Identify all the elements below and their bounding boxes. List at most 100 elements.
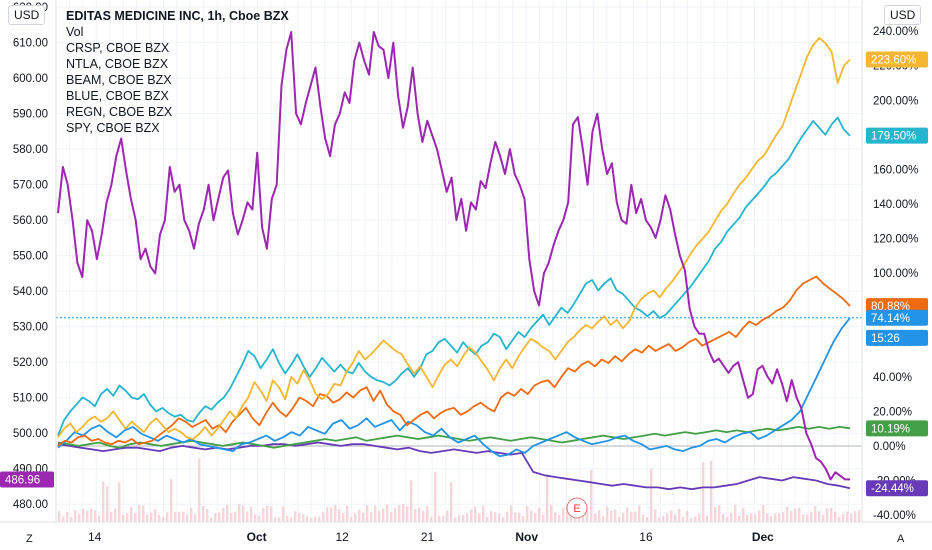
volume-bar xyxy=(402,504,405,522)
legend-item[interactable]: BLUE, CBOE BZX xyxy=(66,89,169,103)
volume-bar xyxy=(210,517,213,522)
right-currency-badge[interactable]: USD xyxy=(884,5,922,25)
series-line-ntla xyxy=(57,116,851,436)
gridlines xyxy=(55,0,862,522)
volume-bar xyxy=(538,507,541,522)
volume-bar xyxy=(222,507,225,522)
volume-bar xyxy=(82,508,85,522)
volume-bar xyxy=(142,505,145,522)
volume-bar xyxy=(470,509,473,522)
volume-bar xyxy=(302,513,305,522)
volume-bar xyxy=(378,511,381,522)
left-axis[interactable]: 620.00610.00600.00590.00580.00570.00560.… xyxy=(13,2,48,511)
volume-bar xyxy=(738,515,741,522)
volume-bar xyxy=(742,508,745,522)
volume-bar xyxy=(822,514,825,522)
volume-bar xyxy=(122,514,125,522)
volume-bar xyxy=(422,510,425,522)
volume-bar xyxy=(614,509,617,522)
volume-bar xyxy=(674,514,677,522)
volume-bar xyxy=(198,458,201,522)
volume-bar xyxy=(662,515,665,522)
volume-bar xyxy=(262,508,265,522)
volume-bar xyxy=(530,510,533,522)
volume-bar xyxy=(542,514,545,522)
volume-bar xyxy=(670,510,673,522)
volume-bar xyxy=(194,514,197,522)
earnings-marker[interactable]: E xyxy=(566,497,588,519)
volume-bar xyxy=(130,507,133,522)
volume-bar xyxy=(782,512,785,522)
volume-bar xyxy=(430,517,433,522)
x-tick-label: Dec xyxy=(752,530,774,544)
volume-bar xyxy=(170,479,173,522)
volume-bar xyxy=(598,510,601,522)
legend-item[interactable]: NTLA, CBOE BZX xyxy=(66,57,169,71)
series-line-editas-medicine-inc xyxy=(57,31,850,481)
volume-bar xyxy=(778,513,781,522)
legend-item[interactable]: Vol xyxy=(66,25,84,39)
volume-bar xyxy=(250,506,253,522)
volume-bar xyxy=(770,515,773,522)
main-symbol-title[interactable]: EDITAS MEDICINE INC, 1h, Cboe BZX xyxy=(66,9,289,23)
volume-bar xyxy=(558,515,561,522)
time-axis[interactable]: 14 Oct 12 21 Nov 16 Dec xyxy=(88,530,774,544)
legend-item[interactable]: REGN, CBOE BZX xyxy=(66,105,173,119)
volume-bar xyxy=(102,481,105,522)
right-tick-label: 100.00% xyxy=(873,268,918,280)
volume-bar xyxy=(846,511,849,522)
volume-bar xyxy=(702,462,705,522)
volume-bar xyxy=(498,513,501,522)
volume-bar xyxy=(358,509,361,522)
left-tick-label: 520.00 xyxy=(13,357,48,369)
volume-bar xyxy=(382,508,385,522)
volume-bar xyxy=(78,514,81,522)
volume-bar xyxy=(686,511,689,522)
volume-bar xyxy=(506,511,509,522)
volume-bar xyxy=(98,515,101,522)
volume-bar xyxy=(590,469,593,522)
volume-bar xyxy=(858,510,861,522)
volume-bar xyxy=(178,511,181,522)
volume-bar xyxy=(226,504,229,522)
volume-bar xyxy=(322,512,325,522)
left-tick-label: 550.00 xyxy=(13,251,48,263)
volume-bar xyxy=(842,514,845,522)
series-line-regn xyxy=(57,425,851,449)
volume-bar xyxy=(414,508,417,522)
legend-item[interactable]: CRSP, CBOE BZX xyxy=(66,41,170,55)
volume-bar xyxy=(298,513,301,522)
volume-bar xyxy=(110,512,113,522)
volume-bar xyxy=(714,507,717,522)
volume-bar xyxy=(66,511,69,522)
log-scale-toggle[interactable]: Z xyxy=(26,533,33,545)
left-currency-badge[interactable]: USD xyxy=(8,5,46,25)
auto-scale-toggle[interactable]: A xyxy=(897,533,905,545)
volume-bar xyxy=(794,508,797,522)
volume-bar xyxy=(166,512,169,522)
price-badge: -24.44% xyxy=(866,480,928,497)
volume-bar xyxy=(370,512,373,522)
volume-bar xyxy=(466,513,469,522)
volume-bar xyxy=(534,513,537,522)
right-tick-label: 240.00% xyxy=(873,26,918,38)
price-badge-label: 10.19% xyxy=(871,423,910,435)
price-badge-label: 223.60% xyxy=(871,54,916,66)
volume-bar xyxy=(658,517,661,522)
volume-bar xyxy=(814,505,817,522)
volume-bar xyxy=(698,513,701,522)
volume-bar xyxy=(162,516,165,522)
volume-bar xyxy=(550,504,553,522)
volume-bar xyxy=(346,505,349,522)
volume-bar xyxy=(790,510,793,522)
price-badge: 74.14% xyxy=(866,309,928,326)
volume-bar xyxy=(678,508,681,522)
legend-item[interactable]: BEAM, CBOE BZX xyxy=(66,73,172,87)
volume-bar xyxy=(254,514,257,522)
volume-bar xyxy=(854,511,857,522)
right-tick-label: 160.00% xyxy=(873,164,918,176)
legend-item[interactable]: SPY, CBOE BZX xyxy=(66,121,160,135)
x-tick-label: 12 xyxy=(335,530,349,544)
volume-bar xyxy=(478,513,481,522)
